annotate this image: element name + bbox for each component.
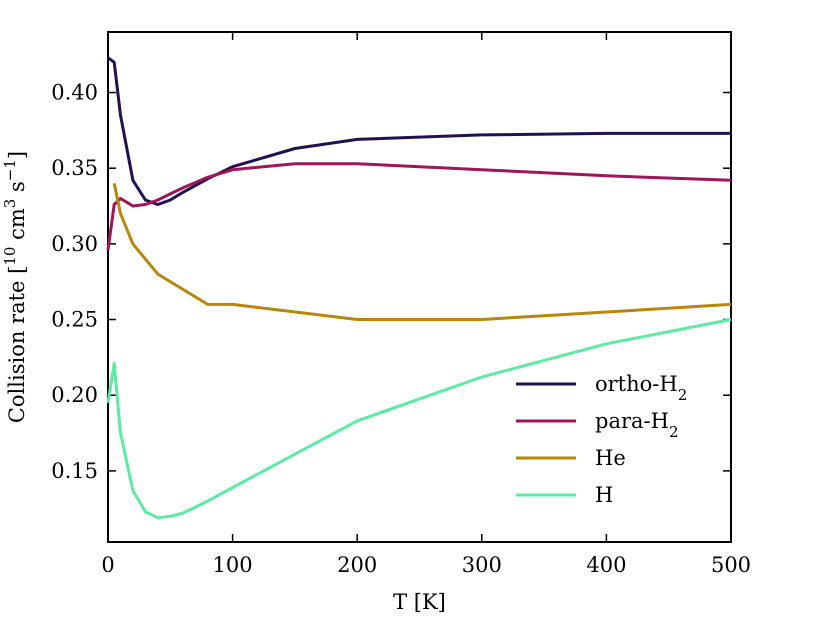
y-tick-label: 0.30	[51, 232, 98, 256]
series-line-para-h2	[106, 162, 732, 251]
series-lines	[106, 56, 732, 520]
series-line-h	[106, 318, 732, 520]
ylabel-exp-3: 3	[1, 199, 19, 209]
legend-label-h: H	[595, 483, 613, 507]
ylabel-exp-10: 10	[1, 247, 19, 266]
axis-ticks	[107, 32, 732, 542]
x-tick-label: 300	[462, 553, 502, 577]
x-tick-label: 400	[586, 553, 626, 577]
y-tick-label: 0.35	[51, 156, 98, 180]
y-tick-label: 0.15	[51, 459, 98, 483]
y-tick-label: 0.40	[51, 81, 98, 105]
ylabel-close: ]	[5, 151, 29, 159]
ylabel-unit-cm: cm	[5, 208, 29, 246]
legend-label-he: He	[595, 446, 626, 470]
ylabel-exp-minus1: −1	[1, 159, 19, 181]
plot-frame	[107, 31, 732, 543]
y-axis-label: Collision rate [10 cm3 s−1]	[1, 151, 29, 423]
axis-tick-labels: 0 100 200 300 400 500 0.15 0.20 0.25 0.30 0.35 0.40	[51, 81, 751, 577]
y-tick-label: 0.25	[51, 308, 98, 332]
series-line-he	[112, 182, 732, 321]
legend-label-para-h2: para-H2	[595, 409, 678, 441]
x-tick-label: 500	[711, 553, 751, 577]
x-tick-label: 100	[213, 553, 253, 577]
series-line-ortho-h2	[107, 56, 731, 206]
legend-label-ortho-h2: ortho-H2	[595, 372, 687, 404]
x-axis-label: T [K]	[393, 590, 446, 614]
x-tick-label: 200	[337, 553, 377, 577]
legend: ortho-H2 para-H2 He H	[516, 372, 687, 507]
x-tick-label: 0	[101, 553, 114, 577]
ylabel-unit-s: s	[5, 181, 29, 198]
y-tick-label: 0.20	[51, 383, 98, 407]
ylabel-prefix: Collision rate [	[5, 266, 29, 424]
